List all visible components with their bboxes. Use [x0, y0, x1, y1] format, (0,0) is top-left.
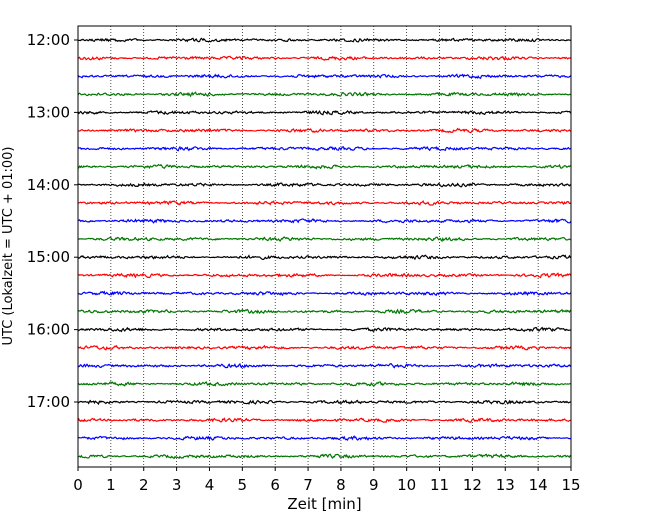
x-axis-label: Zeit [min] [287, 495, 361, 513]
trace-row-1445 [77, 236, 572, 243]
trace-row-1530 [77, 290, 572, 297]
trace-row-1230 [77, 73, 572, 80]
trace-row-1430 [77, 218, 572, 224]
trace-row-1645 [77, 381, 572, 387]
trace-row-1600 [77, 326, 572, 333]
x-tick-label: 3 [172, 476, 182, 494]
x-tick-label: 7 [303, 476, 313, 494]
plot-frame [77, 25, 572, 468]
trace-row-1515 [77, 272, 572, 279]
y-axis-ticks: 12:00 13:00 14:00 15:00 16:00 17:00 [27, 31, 78, 411]
x-tick-label: 2 [139, 476, 149, 494]
x-tick-label: 14 [529, 476, 548, 494]
trace-row-1200 [77, 37, 572, 43]
y-tick-label: 17:00 [27, 393, 70, 411]
trace-row-1330 [77, 145, 572, 152]
x-tick-label: 8 [336, 476, 346, 494]
y-tick-label: 12:00 [27, 31, 70, 49]
seismic-traces [77, 37, 572, 460]
trace-row-1700 [77, 399, 572, 406]
trace-row-1345 [77, 163, 572, 170]
x-tick-label: 6 [270, 476, 280, 494]
x-tick-label: 11 [430, 476, 449, 494]
x-tick-label: 9 [369, 476, 379, 494]
trace-row-1300 [77, 110, 572, 116]
trace-row-1615 [77, 344, 572, 351]
trace-row-1630 [77, 362, 572, 369]
y-tick-label: 16:00 [27, 321, 70, 339]
y-tick-label: 14:00 [27, 176, 70, 194]
trace-row-1415 [77, 199, 572, 206]
x-tick-label: 12 [463, 476, 482, 494]
trace-row-1315 [77, 127, 572, 134]
x-axis-ticks: 0 1 2 3 4 5 6 7 8 9 10 11 12 13 14 15 [73, 467, 581, 494]
x-tick-label: 13 [496, 476, 515, 494]
y-tick-label: 15:00 [27, 248, 70, 266]
y-axis-label: UTC (Lokalzeit = UTC + 01:00) [1, 147, 16, 346]
trace-row-1715 [77, 417, 572, 424]
x-tick-label: 15 [561, 476, 580, 494]
y-tick-label: 13:00 [27, 103, 70, 121]
x-tick-label: 10 [397, 476, 416, 494]
trace-row-1215 [77, 55, 572, 61]
x-tick-label: 4 [205, 476, 215, 494]
trace-row-1545 [77, 308, 572, 315]
trace-row-1745 [77, 453, 572, 460]
trace-row-1245 [77, 91, 572, 98]
trace-row-1730 [77, 435, 572, 441]
x-tick-label: 0 [73, 476, 83, 494]
trace-row-1400 [77, 182, 572, 188]
x-tick-label: 5 [238, 476, 248, 494]
trace-row-1500 [77, 254, 572, 261]
x-tick-label: 1 [106, 476, 116, 494]
